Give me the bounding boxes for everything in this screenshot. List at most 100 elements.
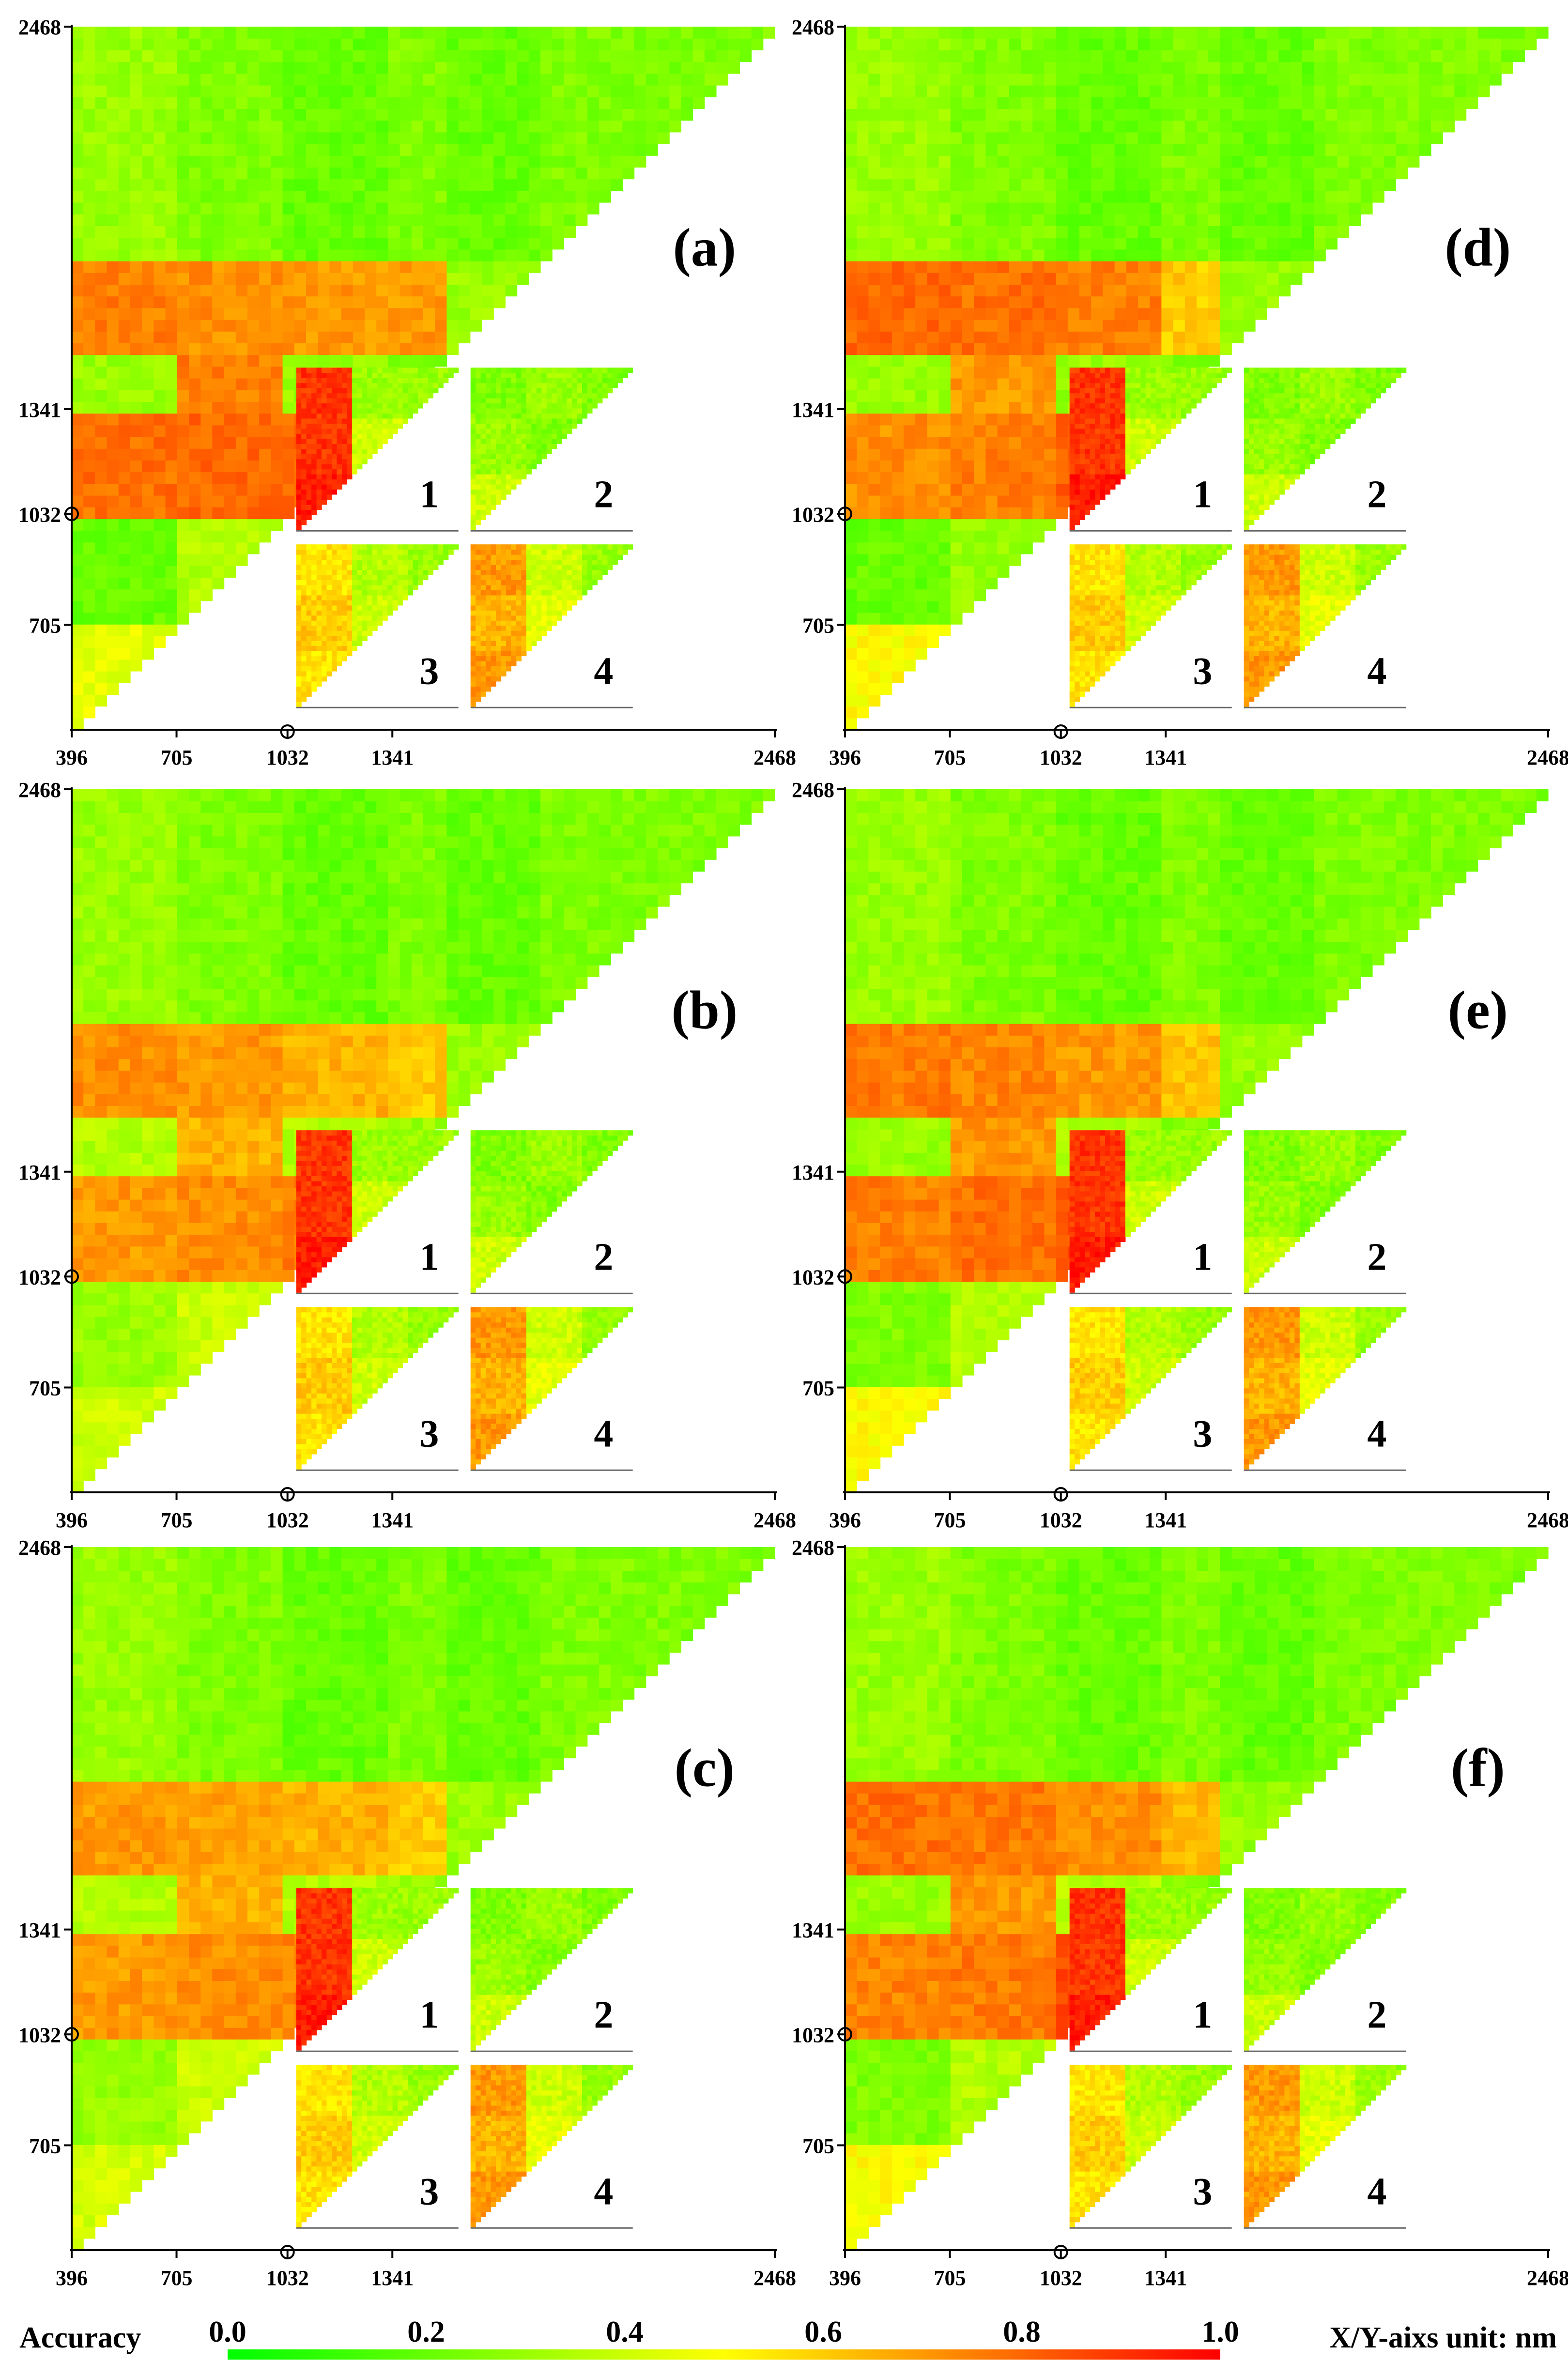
- inset-2-cell: [501, 423, 507, 429]
- inset-1-cell: [438, 373, 444, 378]
- heatmap-cell: [247, 484, 260, 496]
- inset-1-cell: [408, 383, 413, 388]
- inset-3-cell: [352, 620, 357, 626]
- heatmap-cell: [294, 261, 307, 273]
- heatmap-cell: [552, 121, 564, 133]
- heatmap-cell: [119, 320, 131, 332]
- heatmap-cell: [341, 50, 354, 62]
- heatmap-cell: [341, 191, 354, 203]
- inset-2-cell: [491, 499, 496, 505]
- heatmap-cell: [763, 27, 775, 39]
- heatmap-cell: [95, 648, 107, 660]
- heatmap-cell: [236, 238, 248, 250]
- heatmap-cell: [107, 308, 119, 320]
- x-tick-label: 396: [56, 746, 88, 769]
- inset-3-cell: [453, 544, 459, 550]
- heatmap-cell: [845, 296, 857, 308]
- inset-1-cell: [307, 423, 312, 429]
- heatmap-cell: [892, 390, 904, 402]
- heatmap-cell: [154, 624, 166, 636]
- heatmap-cell: [845, 378, 857, 390]
- heatmap-cell: [1208, 273, 1220, 285]
- heatmap-cell: [177, 437, 189, 449]
- heatmap-cell: [318, 132, 330, 144]
- inset-1-cell: [377, 413, 383, 418]
- heatmap-cell: [365, 144, 377, 156]
- inset-3-cell: [332, 656, 337, 661]
- heatmap-cell: [83, 437, 95, 449]
- inset-2-cell: [496, 484, 501, 490]
- inset-4-cell: [537, 620, 542, 626]
- heatmap-cell: [705, 62, 717, 74]
- heatmap-cell: [951, 378, 963, 390]
- heatmap-cell: [423, 355, 435, 367]
- heatmap-cell: [939, 331, 951, 343]
- heatmap-cell: [236, 320, 248, 332]
- inset-2-cell: [613, 373, 618, 378]
- inset-1-cell: [322, 459, 327, 464]
- heatmap-cell: [142, 378, 154, 390]
- heatmap-cell: [587, 132, 600, 144]
- heatmap-cell: [72, 261, 84, 273]
- inset-4-cell: [572, 590, 577, 595]
- inset-1-cell: [387, 373, 393, 378]
- heatmap-cell: [376, 62, 388, 74]
- heatmap-cell: [142, 27, 154, 39]
- inset-4-cell: [486, 651, 491, 656]
- heatmap-cell: [189, 331, 201, 343]
- heatmap-cell: [200, 519, 213, 531]
- heatmap-cell: [892, 507, 904, 519]
- inset-4-cell: [572, 575, 577, 580]
- heatmap-cell: [459, 284, 471, 296]
- heatmap-cell: [119, 531, 131, 543]
- heatmap-cell: [247, 437, 260, 449]
- inset-1-cell: [443, 378, 448, 383]
- heatmap-cell: [329, 261, 341, 273]
- heatmap-cell: [412, 214, 424, 226]
- heatmap-cell: [1021, 355, 1033, 367]
- inset-1-cell: [307, 444, 312, 449]
- inset-3-cell: [307, 686, 312, 691]
- heatmap-cell: [236, 484, 248, 496]
- heatmap-cell: [587, 167, 600, 179]
- heatmap-cell: [83, 601, 95, 613]
- heatmap-cell: [951, 202, 963, 215]
- heatmap-cell: [1021, 296, 1033, 308]
- heatmap-cell: [552, 167, 564, 179]
- heatmap-cell: [294, 38, 307, 50]
- heatmap-cell: [283, 167, 295, 179]
- heatmap-cell: [564, 97, 576, 109]
- heatmap-cell: [72, 390, 84, 402]
- inset-2-cell: [516, 459, 522, 464]
- heatmap-cell: [1103, 296, 1115, 308]
- heatmap-cell: [212, 202, 224, 215]
- inset-4-cell: [481, 585, 486, 590]
- inset-1-cell: [322, 378, 327, 383]
- inset-3-cell: [372, 620, 378, 626]
- heatmap-cell: [200, 425, 213, 437]
- heatmap-cell: [470, 179, 482, 191]
- heatmap-cell: [142, 542, 154, 554]
- inset-2-cell: [486, 459, 491, 464]
- heatmap-cell: [294, 296, 307, 308]
- inset-2-cell: [481, 439, 486, 444]
- heatmap-cell: [189, 62, 201, 74]
- heatmap-cell: [1138, 238, 1150, 250]
- heatmap-cell: [376, 27, 388, 39]
- heatmap-cell: [540, 191, 553, 203]
- y-tick-label: 705: [29, 614, 61, 637]
- inset-1-cell: [367, 408, 372, 414]
- inset-4-cell: [628, 544, 633, 550]
- inset-3-cell: [383, 610, 388, 615]
- inset-4-cell: [557, 575, 562, 580]
- heatmap-cell: [1021, 331, 1033, 343]
- heatmap-cell: [705, 74, 717, 86]
- heatmap-cell: [998, 378, 1010, 390]
- inset-3-cell: [377, 550, 383, 555]
- heatmap-cell: [998, 284, 1010, 296]
- inset-1-cell: [352, 403, 357, 409]
- inset-2-cell: [521, 449, 526, 454]
- inset-1-cell: [322, 408, 327, 414]
- inset-1-cell: [383, 433, 388, 439]
- inset-2-cell: [486, 484, 491, 490]
